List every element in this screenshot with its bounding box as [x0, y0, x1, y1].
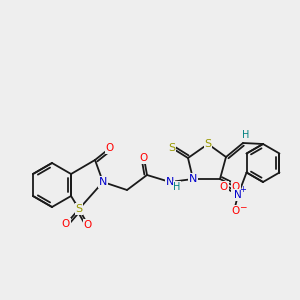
Text: O: O [106, 143, 114, 153]
Text: S: S [168, 143, 175, 153]
Text: N: N [166, 177, 174, 187]
Text: −: − [239, 202, 247, 211]
Text: O: O [220, 182, 228, 192]
Text: S: S [75, 204, 82, 214]
Text: O: O [232, 206, 240, 216]
Text: N: N [189, 174, 197, 184]
Text: +: + [240, 184, 246, 194]
Text: N: N [99, 177, 107, 187]
Text: S: S [204, 139, 211, 149]
Text: O: O [84, 220, 92, 230]
Text: O: O [62, 219, 70, 229]
Text: O: O [232, 182, 240, 192]
Text: N: N [234, 190, 242, 200]
Text: H: H [173, 182, 181, 192]
Text: H: H [242, 130, 250, 140]
Text: O: O [140, 153, 148, 163]
